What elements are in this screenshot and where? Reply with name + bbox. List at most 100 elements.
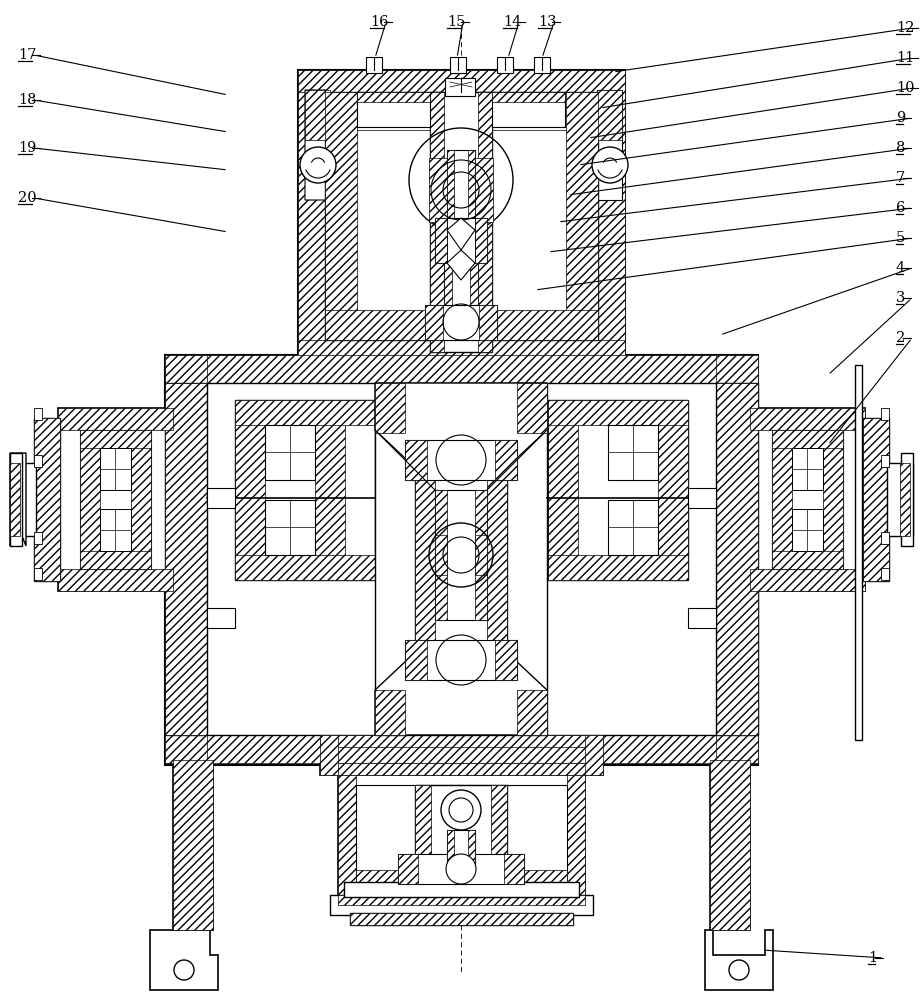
Bar: [58, 408, 173, 430]
Bar: [338, 775, 356, 895]
Text: 16: 16: [370, 15, 389, 29]
Bar: [165, 355, 758, 765]
Bar: [548, 400, 688, 425]
Bar: [435, 490, 447, 620]
Bar: [34, 408, 42, 420]
Bar: [425, 305, 443, 340]
Bar: [207, 488, 235, 508]
Bar: [487, 460, 507, 650]
Bar: [356, 870, 567, 885]
Bar: [350, 913, 573, 925]
Bar: [235, 400, 375, 425]
Bar: [478, 92, 492, 352]
Bar: [468, 150, 475, 220]
Polygon shape: [705, 930, 773, 990]
Bar: [298, 70, 326, 365]
Bar: [772, 551, 843, 569]
Text: 8: 8: [896, 141, 905, 155]
Bar: [131, 430, 151, 569]
Bar: [34, 455, 42, 467]
Bar: [548, 555, 688, 580]
Bar: [10, 453, 22, 546]
Bar: [58, 408, 173, 591]
Bar: [447, 830, 475, 870]
Text: 6: 6: [896, 201, 905, 215]
Text: 15: 15: [447, 15, 465, 29]
Bar: [34, 418, 60, 581]
Bar: [207, 383, 716, 735]
Text: 12: 12: [896, 21, 915, 35]
Polygon shape: [447, 218, 475, 250]
Bar: [338, 775, 585, 895]
Bar: [100, 448, 131, 490]
Bar: [548, 400, 578, 580]
Text: 19: 19: [18, 141, 36, 155]
Bar: [863, 418, 889, 581]
Bar: [475, 218, 487, 263]
Bar: [855, 365, 862, 740]
Bar: [479, 305, 497, 340]
Bar: [710, 760, 750, 930]
Bar: [165, 735, 758, 763]
Bar: [430, 92, 492, 352]
Bar: [772, 430, 843, 569]
Bar: [435, 218, 487, 263]
Polygon shape: [447, 250, 475, 280]
Bar: [475, 490, 487, 620]
Bar: [405, 440, 517, 480]
Bar: [415, 460, 435, 650]
Bar: [425, 305, 497, 340]
Bar: [772, 430, 843, 448]
Text: 10: 10: [896, 81, 915, 95]
Polygon shape: [475, 535, 487, 575]
Bar: [750, 408, 865, 430]
Bar: [881, 455, 889, 467]
Bar: [597, 90, 622, 140]
Bar: [447, 150, 454, 220]
Bar: [265, 425, 315, 480]
Bar: [430, 92, 444, 352]
Bar: [80, 430, 151, 569]
Bar: [887, 463, 913, 536]
Bar: [405, 640, 427, 680]
Bar: [792, 448, 823, 490]
Bar: [375, 690, 405, 735]
Bar: [325, 92, 598, 340]
Bar: [495, 440, 517, 480]
Bar: [298, 70, 625, 365]
Bar: [585, 735, 603, 775]
Polygon shape: [435, 535, 447, 575]
Bar: [658, 400, 688, 580]
Bar: [750, 569, 865, 591]
Bar: [881, 532, 889, 544]
Bar: [165, 383, 207, 735]
Bar: [468, 830, 475, 870]
Bar: [207, 608, 235, 628]
Bar: [235, 555, 375, 580]
Bar: [792, 509, 823, 551]
Polygon shape: [305, 90, 330, 200]
Bar: [492, 92, 565, 102]
Bar: [901, 453, 913, 546]
Bar: [688, 608, 716, 628]
Bar: [34, 418, 60, 581]
Bar: [716, 383, 758, 735]
Bar: [325, 310, 598, 340]
Text: 1: 1: [868, 951, 877, 965]
Text: 14: 14: [503, 15, 521, 29]
Bar: [58, 569, 173, 591]
Bar: [881, 568, 889, 580]
Bar: [900, 463, 910, 536]
Bar: [356, 785, 567, 885]
Bar: [445, 78, 475, 96]
Polygon shape: [429, 158, 447, 222]
Bar: [597, 70, 625, 365]
Bar: [10, 463, 36, 536]
Bar: [366, 57, 382, 73]
Bar: [330, 895, 593, 915]
Bar: [80, 430, 100, 569]
Bar: [315, 400, 345, 580]
Polygon shape: [10, 453, 26, 546]
Bar: [320, 735, 603, 775]
Bar: [405, 440, 427, 480]
